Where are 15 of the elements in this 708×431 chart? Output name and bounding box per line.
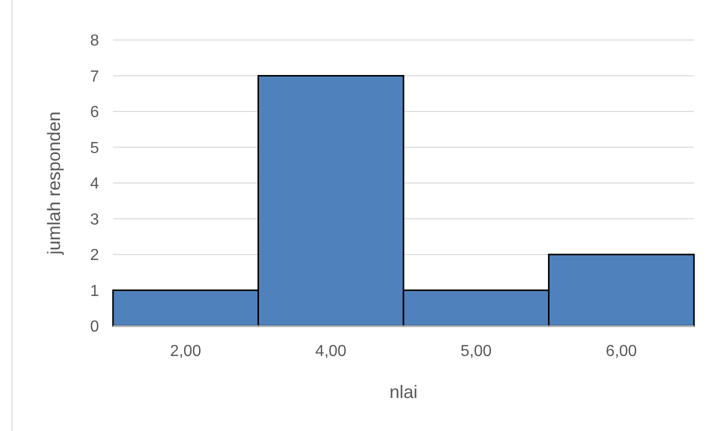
x-tick-label: 6,00 (606, 343, 638, 360)
x-axis-title: nlai (389, 382, 418, 402)
y-tick-label: 8 (90, 32, 100, 50)
y-tick-label: 0 (90, 318, 100, 336)
y-tick-label: 4 (90, 176, 100, 193)
x-tick-label: 4,00 (315, 343, 347, 360)
y-tick-label: 7 (90, 68, 100, 86)
y-tick-label: 5 (90, 140, 100, 157)
y-tick-label: 2 (90, 247, 100, 264)
y-tick-label: 1 (90, 282, 100, 300)
x-tick-label: 5,00 (460, 343, 492, 360)
x-tick-label: 2,00 (170, 343, 202, 360)
y-tick-label: 3 (90, 211, 100, 228)
y-axis-title: jumlah responden (44, 111, 64, 256)
y-tick-label: 6 (90, 104, 100, 122)
